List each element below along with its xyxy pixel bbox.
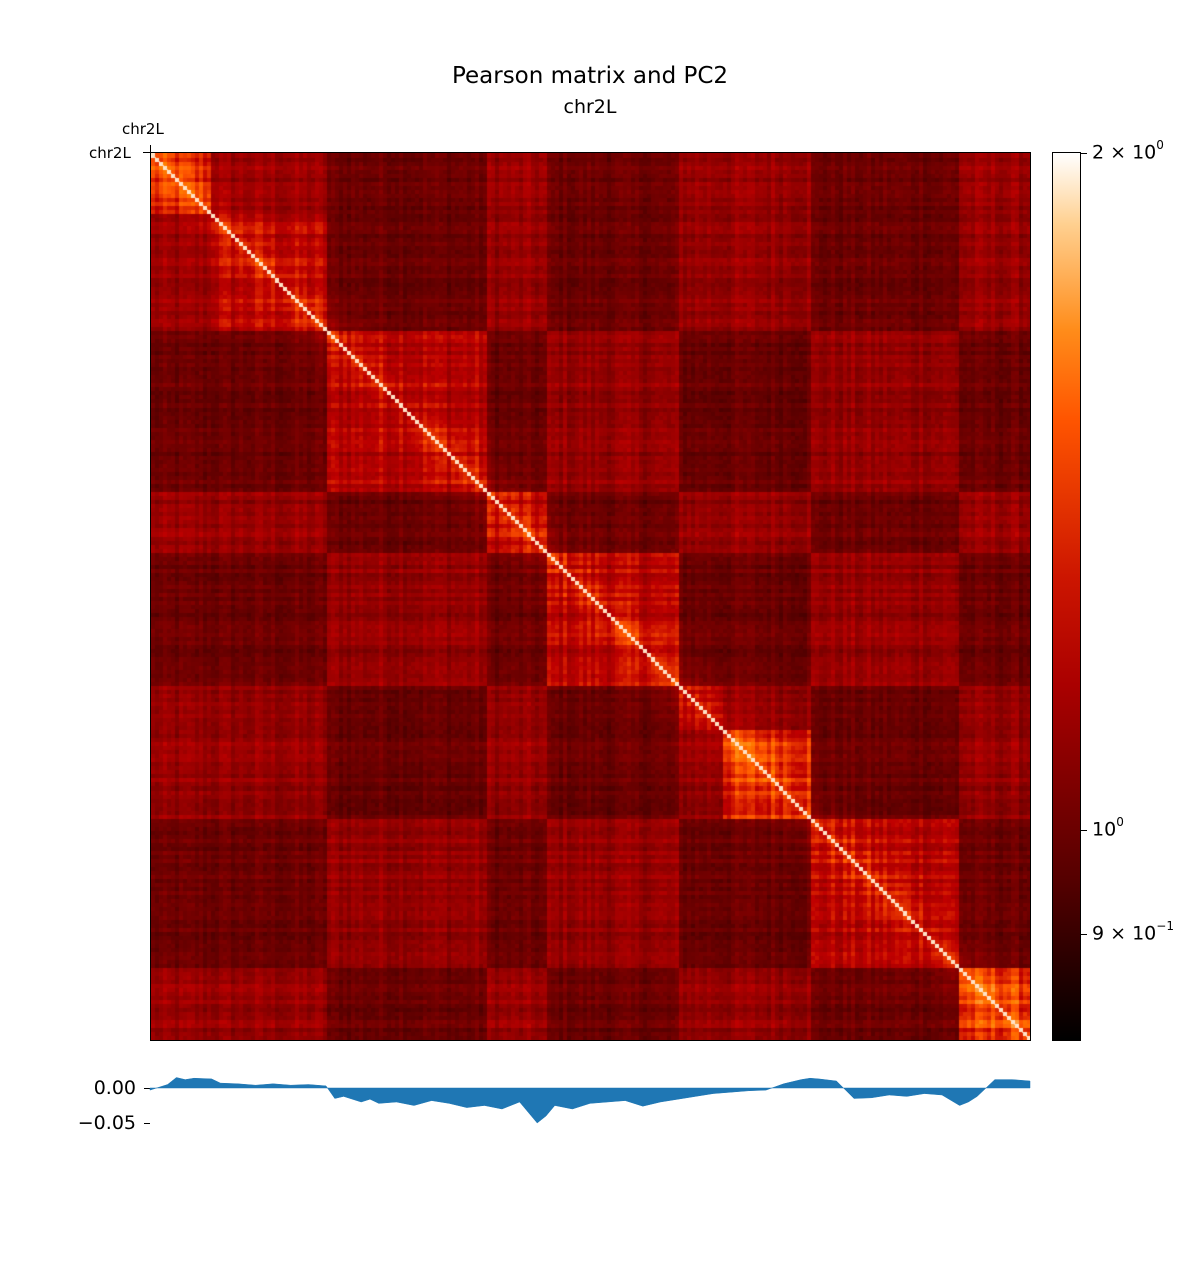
colorbar-label-1-exp: 0 bbox=[1116, 815, 1124, 829]
matrix-top-label: chr2L bbox=[122, 120, 164, 138]
colorbar-tick-09 bbox=[1081, 934, 1087, 935]
matrix-top-tick bbox=[150, 145, 151, 152]
colorbar-label-1: 100 bbox=[1092, 815, 1124, 841]
pc2-ytick-0 bbox=[144, 1088, 150, 1089]
colorbar-label-09: 9 × 10−1 bbox=[1092, 919, 1174, 945]
colorbar-label-09-base: 9 × 10 bbox=[1092, 922, 1157, 945]
colorbar-label-1-base: 10 bbox=[1092, 818, 1117, 841]
colorbar-label-2-base: 2 × 10 bbox=[1092, 141, 1157, 164]
colorbar-label-2-exp: 0 bbox=[1156, 138, 1164, 152]
colorbar bbox=[1053, 153, 1080, 1040]
pearson-matrix-heatmap bbox=[151, 153, 1030, 1040]
pc2-track bbox=[149, 1077, 1031, 1124]
matrix-left-tick bbox=[143, 152, 150, 153]
colorbar-label-2: 2 × 100 bbox=[1092, 138, 1164, 164]
pc2-ytick-label-0: 0.00 bbox=[93, 1077, 136, 1099]
chart-title: Pearson matrix and PC2 bbox=[451, 63, 729, 89]
matrix-left-label: chr2L bbox=[89, 144, 131, 162]
pc2-ytick-label-neg005: −0.05 bbox=[77, 1112, 136, 1134]
chart-subtitle: chr2L bbox=[563, 96, 617, 118]
colorbar-tick-1 bbox=[1081, 830, 1087, 831]
pc2-area bbox=[149, 1077, 1031, 1124]
pc2-ytick-neg005 bbox=[144, 1123, 150, 1124]
colorbar-label-09-exp: −1 bbox=[1156, 919, 1174, 933]
colorbar-tick-2 bbox=[1081, 153, 1087, 154]
